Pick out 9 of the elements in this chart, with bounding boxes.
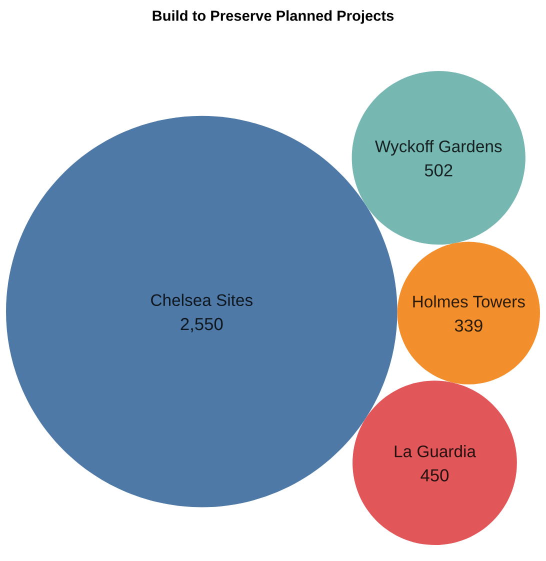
category-label: Holmes Towers — [413, 295, 525, 308]
category-label: Chelsea Sites — [151, 294, 252, 306]
category-label: Wyckoff Gardens — [375, 140, 502, 156]
data-label: 450 — [420, 469, 449, 482]
text: Build to Preserve Planned Projects — [152, 10, 394, 24]
data-label: 339 — [454, 319, 482, 332]
category-label: La Guardia — [394, 445, 476, 458]
data-label: 2,550 — [180, 318, 223, 332]
data-label: 502 — [424, 164, 452, 176]
